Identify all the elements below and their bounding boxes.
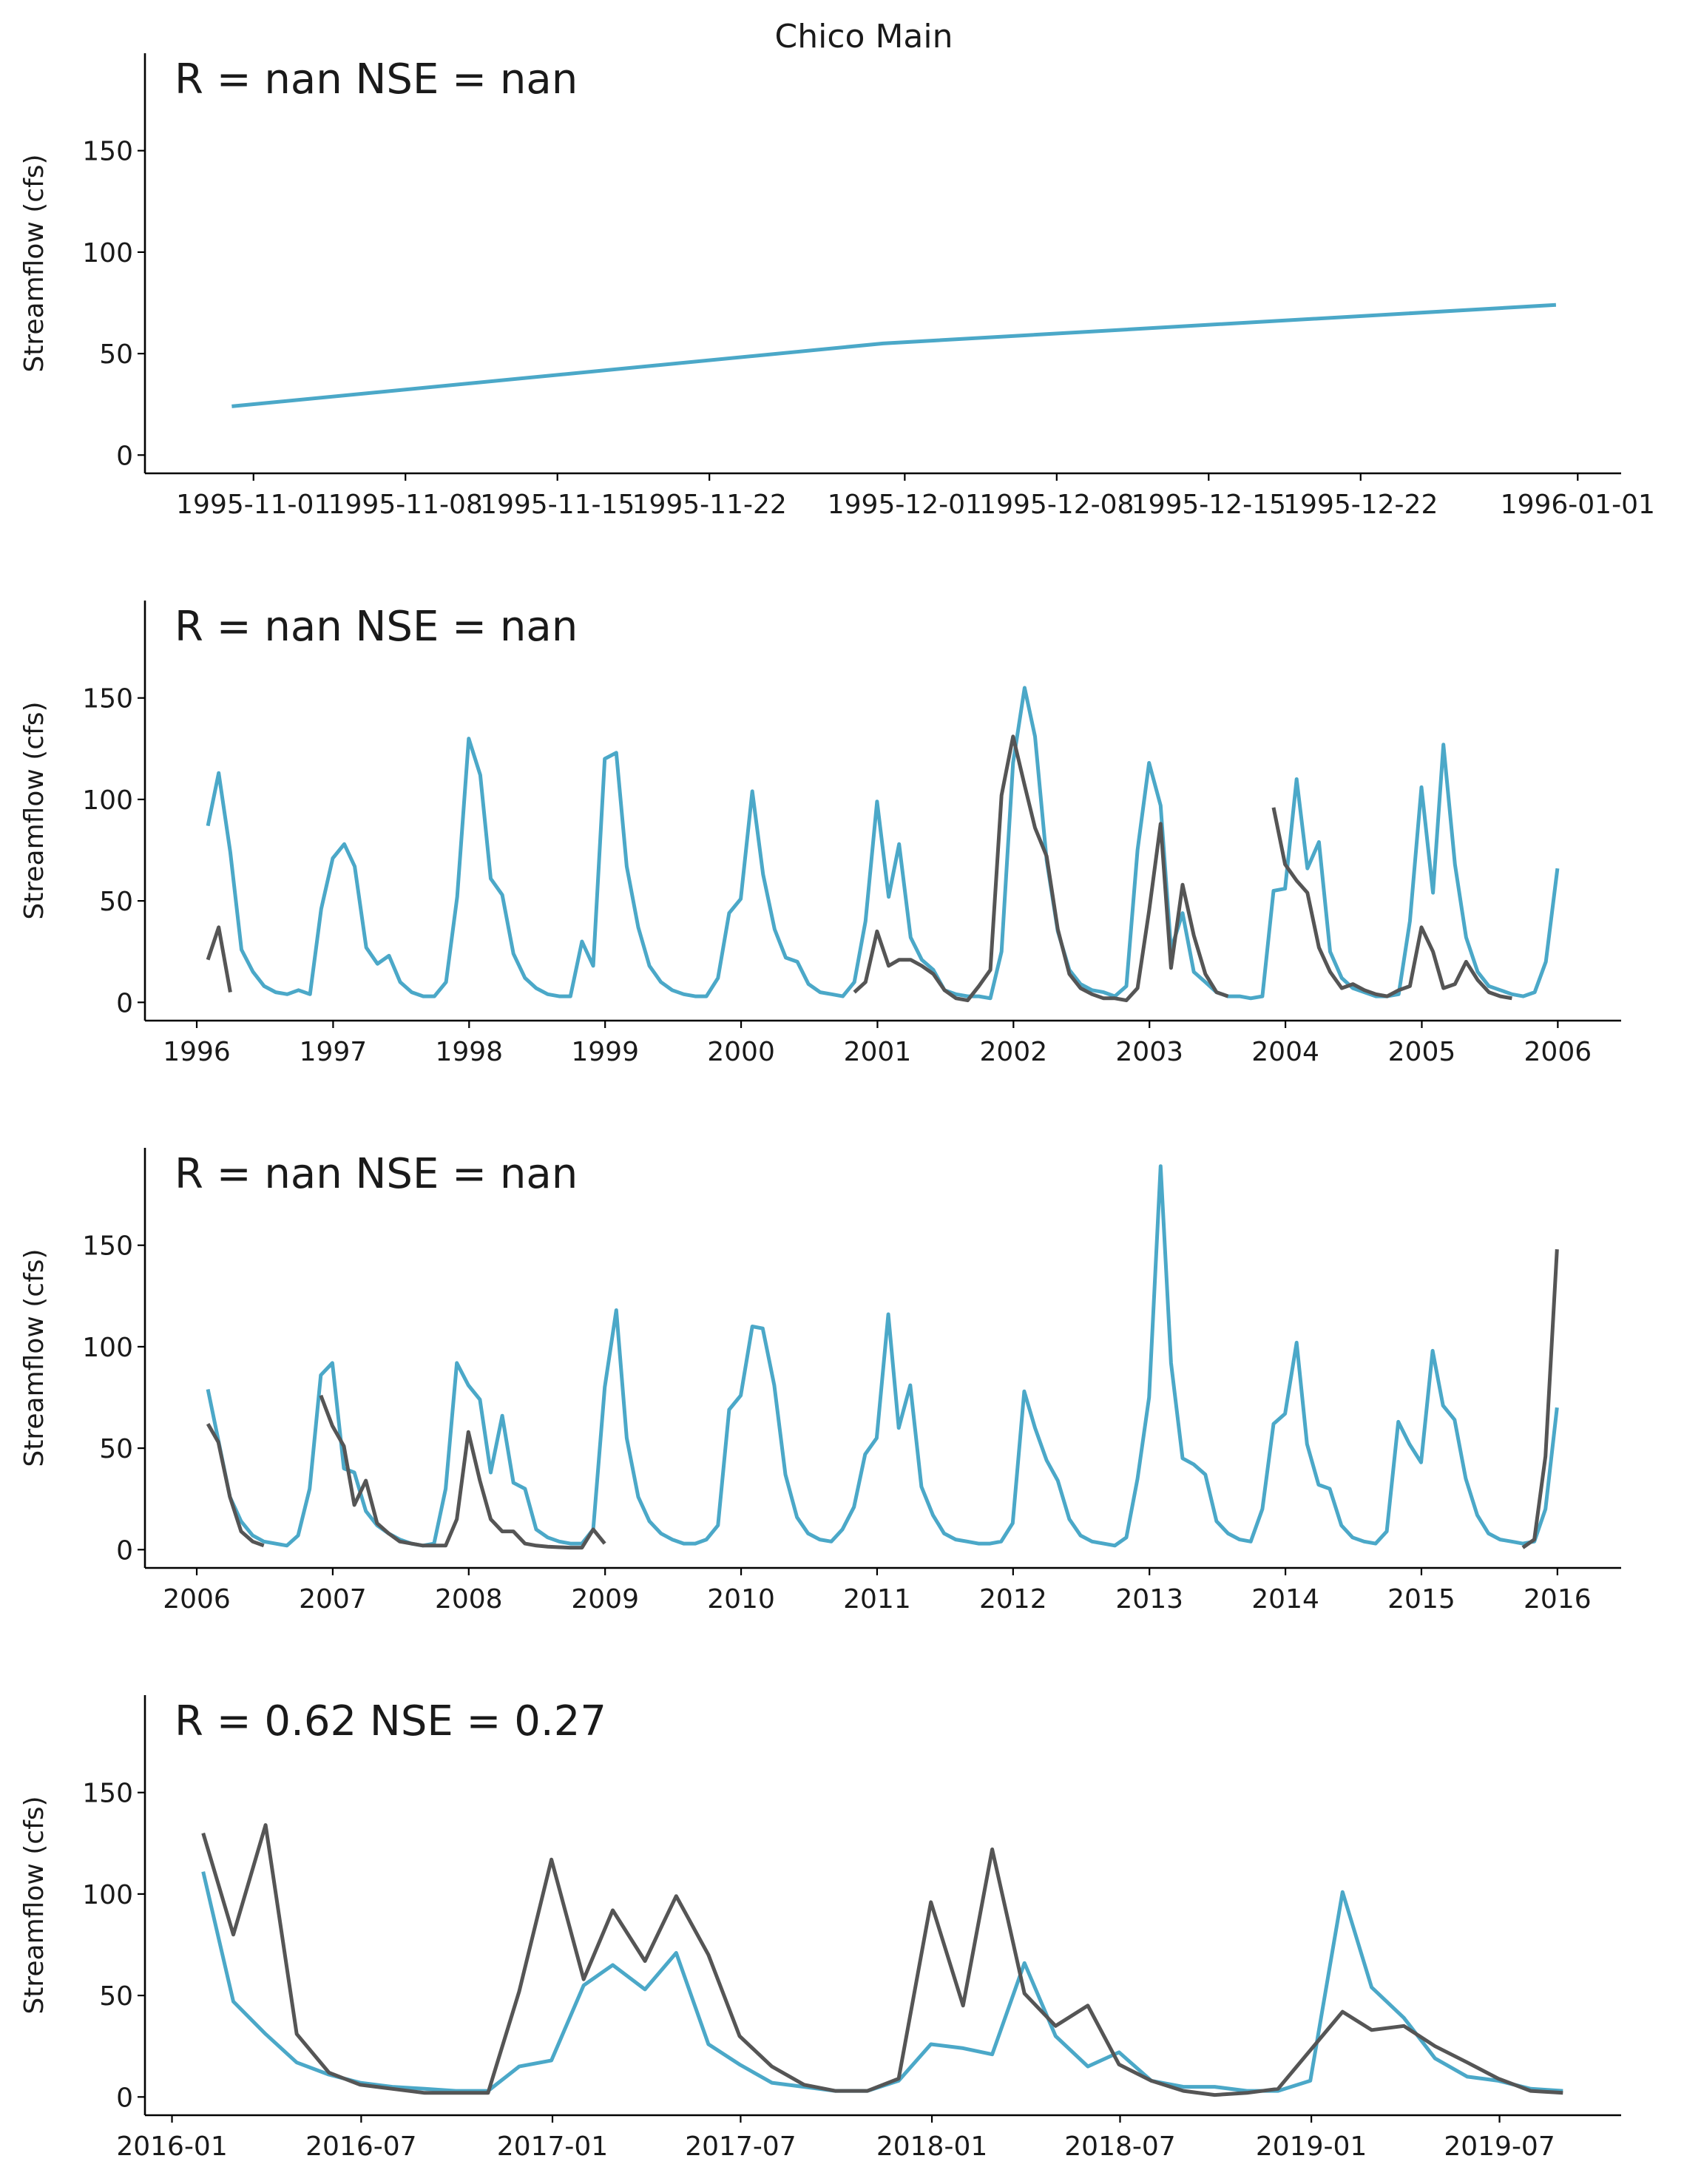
x-tick-label: 2006 — [1524, 1037, 1592, 1067]
x-tick-label: 2008 — [435, 1584, 503, 1615]
x-tick-label: 2005 — [1388, 1037, 1456, 1067]
y-tick-label: 100 — [82, 1880, 133, 1910]
y-tick-label: 50 — [99, 887, 133, 917]
x-tick-label: 2007 — [299, 1584, 367, 1615]
x-tick-label: 1995-11-08 — [328, 490, 483, 520]
y-tick-label: 0 — [116, 441, 133, 471]
x-tick-label: 2002 — [980, 1037, 1048, 1067]
x-tick-label: 2011 — [843, 1584, 911, 1615]
x-tick-label: 1997 — [300, 1037, 368, 1067]
panel-3: 0 50 100 150 2006 2007 2008 2009 2010 2011 2012 201… — [19, 1148, 1621, 1615]
x-tick-label: 2016-01 — [116, 2131, 227, 2162]
observed-series-line — [206, 1422, 265, 1548]
y-tick-label: 150 — [82, 1779, 133, 1809]
x-tick-label: 2017-07 — [685, 2131, 796, 2162]
x-tick-label: 2004 — [1251, 1037, 1319, 1067]
x-tick-label: 2003 — [1115, 1037, 1183, 1067]
stats-annotation: R = nan NSE = nan — [175, 603, 578, 651]
observed-series-line — [201, 1823, 1563, 2097]
observed-series-line — [319, 1394, 606, 1550]
x-tick-label: 1995-11-15 — [480, 490, 635, 520]
x-tick-label: 2000 — [707, 1037, 775, 1067]
x-tick-label: 1995-12-01 — [828, 490, 982, 520]
x-tick-label: 2016-07 — [305, 2131, 416, 2162]
x-tick-label: 2013 — [1115, 1584, 1183, 1615]
observed-series-line — [853, 734, 1229, 1003]
observed-series-line — [1521, 1249, 1559, 1549]
y-tick-label: 0 — [116, 2083, 133, 2113]
y-tick-label: 0 — [116, 988, 133, 1018]
x-tick-label: 1995-12-15 — [1132, 490, 1286, 520]
y-tick-label: 100 — [82, 238, 133, 268]
y-axis-label: Streamflow (cfs) — [19, 1796, 50, 2014]
y-tick-label: 50 — [99, 1434, 133, 1464]
x-tick-label: 2012 — [979, 1584, 1047, 1615]
x-tick-label: 2017-01 — [497, 2131, 608, 2162]
x-tick-label: 1995-12-22 — [1283, 490, 1438, 520]
x-tick-label: 2010 — [707, 1584, 775, 1615]
x-tick-label: 1999 — [571, 1037, 639, 1067]
x-tick-label: 2019-07 — [1444, 2131, 1555, 2162]
x-tick-label: 2006 — [163, 1584, 231, 1615]
x-tick-label: 1995-12-08 — [979, 490, 1134, 520]
stats-annotation: R = nan NSE = nan — [175, 55, 578, 104]
panel-2: 0 50 100 150 1996 1997 1998 1999 2000 2001 2002 200… — [19, 601, 1621, 1067]
y-tick-label: 150 — [82, 684, 133, 714]
simulated-series-line — [201, 1871, 1563, 2093]
y-tick-label: 0 — [116, 1535, 133, 1566]
panel-4: 0 50 100 150 2016-01 2016-07 2017-01 2017-07 201… — [19, 1695, 1621, 2162]
y-tick-label: 100 — [82, 785, 133, 816]
panel-1: 0501001501995-11-011995-11-081995-11-151… — [19, 53, 1655, 520]
panels: 0501001501995-11-011995-11-081995-11-151… — [19, 53, 1655, 2162]
x-tick-label: 2018-01 — [876, 2131, 987, 2162]
y-tick-label: 150 — [82, 1231, 133, 1262]
x-tick-label: 1998 — [435, 1037, 503, 1067]
x-tick-label: 2015 — [1387, 1584, 1455, 1615]
observed-series-line — [206, 925, 232, 993]
x-tick-label: 1995-11-01 — [176, 490, 331, 520]
y-tick-label: 100 — [82, 1333, 133, 1363]
simulated-series-line — [206, 1164, 1559, 1548]
x-tick-label: 1995-11-22 — [632, 490, 787, 520]
simulated-series-line — [231, 302, 1557, 408]
x-tick-label: 2001 — [844, 1037, 912, 1067]
x-tick-label: 1996 — [163, 1037, 231, 1067]
x-tick-label: 2018-07 — [1064, 2131, 1175, 2162]
x-tick-label: 2019-01 — [1256, 2131, 1367, 2162]
simulated-series-line — [206, 686, 1560, 1001]
stats-annotation: R = nan NSE = nan — [175, 1150, 578, 1198]
observed-series-line — [1271, 807, 1512, 1001]
x-tick-label: 2016 — [1524, 1584, 1592, 1615]
x-tick-label: 2014 — [1251, 1584, 1319, 1615]
y-axis-label: Streamflow (cfs) — [19, 701, 50, 919]
y-axis-label: Streamflow (cfs) — [19, 1248, 50, 1467]
stats-annotation: R = 0.62 NSE = 0.27 — [175, 1697, 606, 1745]
figure-title: Chico Main — [775, 18, 953, 55]
y-tick-label: 50 — [99, 339, 133, 370]
x-tick-label: 1996-01-01 — [1501, 490, 1655, 520]
y-tick-label: 150 — [82, 137, 133, 167]
y-tick-label: 50 — [99, 1981, 133, 2012]
y-axis-label: Streamflow (cfs) — [19, 154, 50, 372]
x-tick-label: 2009 — [571, 1584, 639, 1615]
